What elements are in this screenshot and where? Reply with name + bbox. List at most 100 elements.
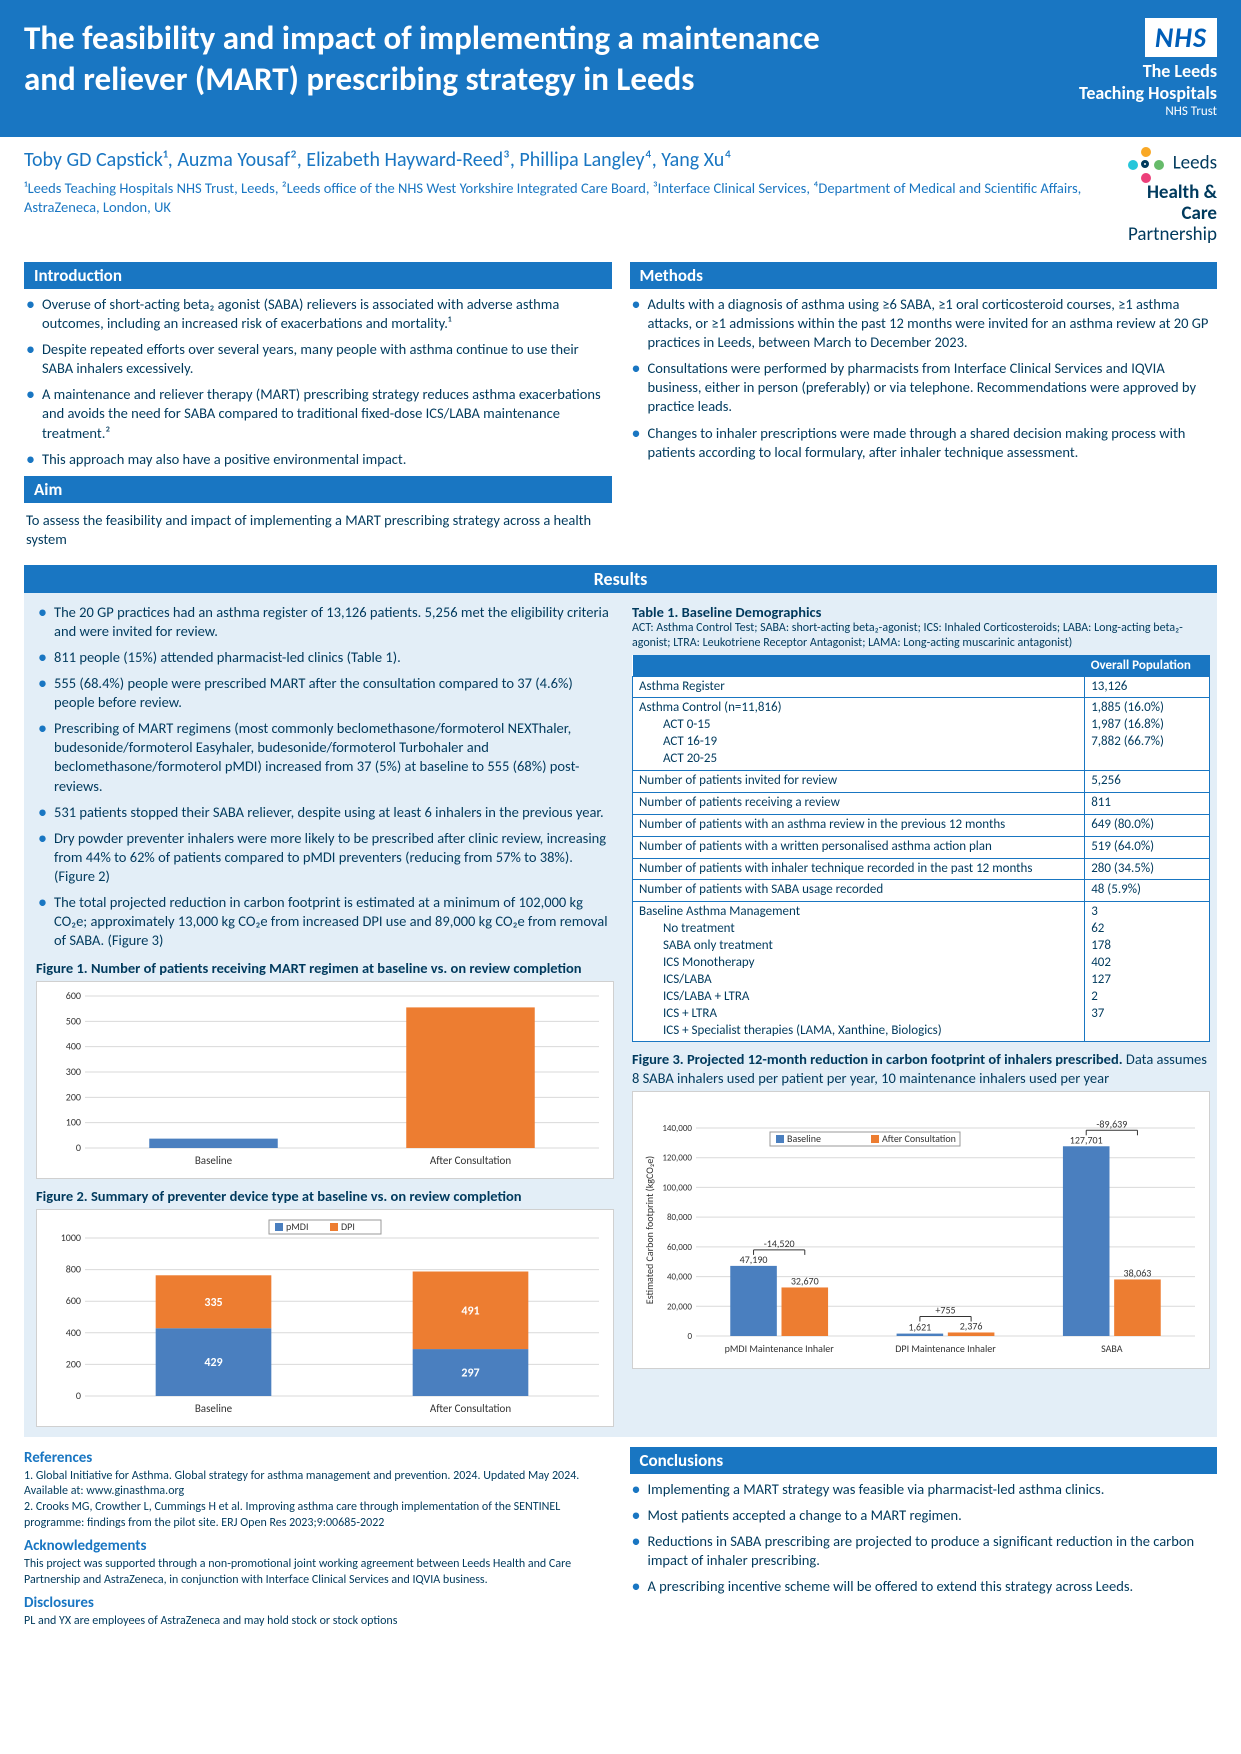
svg-text:Estimated Carbon footprint (kg: Estimated Carbon footprint (kgCO₂e) [643, 1156, 656, 1304]
svg-text:After Consultation: After Consultation [430, 1402, 512, 1415]
svg-text:491: 491 [461, 1304, 479, 1318]
authors-band: Toby GD Capstick¹, Auzma Yousaf², Elizab… [0, 137, 1241, 254]
disc-heading: Disclosures [24, 1594, 612, 1612]
fig3-chart: 0 20,000 40,000 60,000 80,000 100,000 120,000 1… [632, 1091, 1210, 1369]
svg-text:429: 429 [204, 1356, 222, 1370]
concl-bullets: Implementing a MART strategy was feasibl… [630, 1480, 1218, 1597]
svg-text:pMDI: pMDI [286, 1220, 308, 1233]
svg-text:120,000: 120,000 [662, 1152, 692, 1163]
affiliations: ¹Leeds Teaching Hospitals NHS Trust, Lee… [24, 179, 1117, 217]
svg-text:32,670: 32,670 [791, 1274, 819, 1287]
fig2-chart: 02004006008001000pMDIDPI429335Baseline29… [36, 1209, 614, 1427]
intro-bullets: Overuse of short-acting beta₂ agonist (S… [24, 295, 612, 469]
ack-text: This project was supported through a non… [24, 1557, 612, 1588]
svg-text:200: 200 [66, 1357, 81, 1370]
author-list: Toby GD Capstick¹, Auzma Yousaf², Elizab… [24, 147, 844, 173]
list-item: The 20 GP practices had an asthma regist… [38, 603, 614, 641]
svg-text:0: 0 [687, 1331, 692, 1342]
intro-heading: Introduction [24, 262, 612, 289]
svg-text:400: 400 [66, 1039, 81, 1052]
svg-text:DPI: DPI [341, 1220, 355, 1233]
list-item: Prescribing of MART regimens (most commo… [38, 719, 614, 796]
aim-heading: Aim [24, 476, 612, 503]
list-item: Consultations were performed by pharmaci… [632, 359, 1218, 416]
svg-text:300: 300 [66, 1065, 81, 1078]
list-item: 555 (68.4%) people were prescribed MART … [38, 674, 614, 712]
poster-title: The feasibility and impact of implementi… [24, 18, 874, 101]
svg-text:80,000: 80,000 [667, 1212, 692, 1223]
table-row: Asthma Register13,126 [633, 676, 1210, 698]
svg-text:SABA: SABA [1101, 1342, 1123, 1355]
table1-col-header: Overall Population [1085, 655, 1210, 677]
svg-text:60,000: 60,000 [667, 1242, 692, 1253]
footer: References 1. Global Initiative for Asth… [0, 1437, 1241, 1644]
svg-text:DPI Maintenance Inhaler: DPI Maintenance Inhaler [895, 1342, 996, 1355]
fig3-title: Figure 3. Projected 12-month reduction i… [632, 1050, 1210, 1086]
svg-text:0: 0 [76, 1141, 81, 1154]
results-box: The 20 GP practices had an asthma regist… [24, 593, 1217, 1437]
list-item: Implementing a MART strategy was feasibl… [632, 1480, 1218, 1499]
list-item: Changes to inhaler prescriptions were ma… [632, 424, 1218, 462]
ack-heading: Acknowledgements [24, 1537, 612, 1555]
svg-text:100: 100 [66, 1115, 81, 1128]
list-item: Reductions in SABA prescribing are proje… [632, 1532, 1218, 1570]
svg-text:After Consultation: After Consultation [430, 1154, 512, 1167]
nhs-trust-name: The Leeds Teaching Hospitals [1079, 61, 1217, 104]
svg-text:100,000: 100,000 [662, 1182, 692, 1193]
svg-text:1,621: 1,621 [908, 1320, 931, 1333]
svg-text:600: 600 [66, 1294, 81, 1307]
svg-text:-14,520: -14,520 [764, 1237, 795, 1250]
methods-bullets: Adults with a diagnosis of asthma using … [630, 295, 1218, 462]
list-item: The total projected reduction in carbon … [38, 893, 614, 950]
table-row: Number of patients with an asthma review… [633, 814, 1210, 836]
list-item: Dry powder preventer inhalers were more … [38, 829, 614, 886]
svg-text:38,063: 38,063 [1124, 1266, 1152, 1279]
fig1-title: Figure 1. Number of patients receiving M… [36, 959, 614, 977]
svg-text:297: 297 [461, 1366, 479, 1380]
list-item: Most patients accepted a change to a MAR… [632, 1506, 1218, 1525]
svg-text:0: 0 [76, 1389, 81, 1402]
svg-text:Baseline: Baseline [787, 1132, 821, 1145]
list-item: Despite repeated efforts over several ye… [26, 340, 612, 378]
aim-text: To assess the feasibility and impact of … [24, 509, 612, 551]
poster-header: The feasibility and impact of implementi… [0, 0, 1241, 137]
table-row: Number of patients invited for review5,2… [633, 771, 1210, 793]
svg-text:Baseline: Baseline [195, 1402, 233, 1415]
svg-text:600: 600 [66, 990, 81, 1002]
list-item: 811 people (15%) attended pharmacist-led… [38, 648, 614, 667]
results-heading: Results [24, 565, 1217, 593]
concl-heading: Conclusions [630, 1447, 1218, 1474]
partnership-logo: Leeds Health & Care Partnership [1117, 147, 1217, 246]
svg-text:-89,639: -89,639 [1096, 1117, 1127, 1130]
partnership-icon [1128, 147, 1164, 183]
svg-text:140,000: 140,000 [662, 1123, 692, 1134]
fig1-chart: 0 100 200 300 400 500 600 Baseline After Consult… [36, 981, 614, 1179]
svg-text:200: 200 [66, 1090, 81, 1103]
table-row: Number of patients receiving a review811 [633, 792, 1210, 814]
list-item: 531 patients stopped their SABA reliever… [38, 803, 614, 822]
nhs-logo-icon: NHS [1145, 18, 1217, 57]
svg-text:500: 500 [66, 1014, 81, 1027]
list-item: A maintenance and reliever therapy (MART… [26, 385, 612, 442]
methods-heading: Methods [630, 262, 1218, 289]
svg-text:pMDI Maintenance Inhaler: pMDI Maintenance Inhaler [725, 1342, 835, 1355]
svg-text:335: 335 [204, 1296, 222, 1310]
svg-text:20,000: 20,000 [667, 1301, 692, 1312]
nhs-trust-sub: NHS Trust [1079, 104, 1217, 119]
list-item: A prescribing incentive scheme will be o… [632, 1577, 1218, 1596]
svg-text:40,000: 40,000 [667, 1271, 692, 1282]
list-item: Overuse of short-acting beta₂ agonist (S… [26, 295, 612, 333]
refs-text: 1. Global Initiative for Asthma. Global … [24, 1469, 612, 1531]
list-item: Adults with a diagnosis of asthma using … [632, 295, 1218, 352]
table1: Overall Population Asthma Register13,126… [632, 655, 1210, 1043]
svg-text:1000: 1000 [61, 1231, 81, 1244]
list-item: This approach may also have a positive e… [26, 450, 612, 469]
svg-text:Baseline: Baseline [195, 1154, 233, 1167]
top-columns: Introduction Overuse of short-acting bet… [0, 254, 1241, 559]
disc-text: PL and YX are employees of AstraZeneca a… [24, 1614, 612, 1630]
nhs-logo-block: NHS The Leeds Teaching Hospitals NHS Tru… [1079, 18, 1217, 119]
table1-title: Table 1. Baseline Demographics [632, 603, 1210, 621]
results-bullets: The 20 GP practices had an asthma regist… [36, 603, 614, 951]
table-row: Number of patients with a written person… [633, 836, 1210, 858]
table-row: Asthma Control (n=11,816)ACT 0-15ACT 16-… [633, 698, 1210, 771]
